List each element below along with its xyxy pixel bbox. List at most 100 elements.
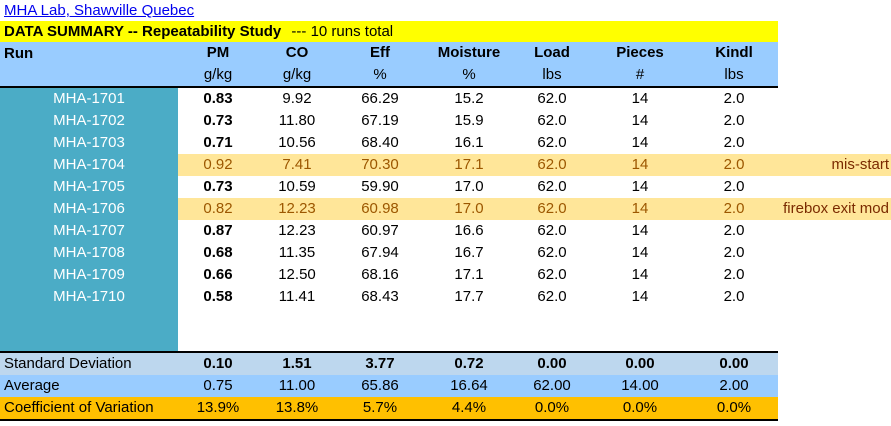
cell-moisture: 17.1 — [454, 156, 484, 173]
table-row: MHA-1702 0.73 11.80 67.19 15.9 62.0 14 2.0 — [0, 110, 891, 132]
cell-moisture: 16.1 — [454, 134, 484, 151]
header-row: Run PM CO Eff Moisture Load Pieces Kindl… — [0, 42, 778, 86]
cov-moisture: 4.4% — [451, 399, 487, 416]
cell-run: MHA-1701 — [53, 90, 125, 107]
cell-pieces: 14 — [631, 200, 649, 217]
cell-load: 62.0 — [537, 266, 567, 283]
title-main: DATA SUMMARY -- Repeatability Study — [4, 23, 282, 40]
cell-pm: 0.58 — [203, 288, 233, 305]
unit-kindl: lbs — [724, 66, 744, 83]
cell-run: MHA-1704 — [53, 156, 125, 173]
cell-pm: 0.73 — [203, 178, 233, 195]
cell-kindl: 2.0 — [723, 112, 745, 129]
col-header-kindl: Kindl — [715, 44, 753, 61]
cell-kindl: 2.0 — [723, 266, 745, 283]
cov-load: 0.0% — [534, 399, 570, 416]
cell-run: MHA-1708 — [53, 244, 125, 261]
cell-eff: 66.29 — [361, 90, 399, 107]
cell-eff: 70.30 — [361, 156, 399, 173]
cell-kindl: 2.0 — [723, 156, 745, 173]
table-row: MHA-1710 0.58 11.41 68.43 17.7 62.0 14 2.0 — [0, 286, 891, 308]
cell-eff: 67.19 — [361, 112, 399, 129]
table-row: MHA-1706 0.82 12.23 60.98 17.0 62.0 14 2.0 fireb… — [0, 198, 891, 220]
col-header-eff: Eff — [370, 44, 390, 61]
cell-load: 62.0 — [537, 288, 567, 305]
table-row: MHA-1708 0.68 11.35 67.94 16.7 62.0 14 2.0 — [0, 242, 891, 264]
unit-load: lbs — [542, 66, 562, 83]
cell-run: MHA-1705 — [53, 178, 125, 195]
cell-co: 9.92 — [282, 90, 312, 107]
header-divider — [0, 86, 778, 88]
cell-kindl: 2.0 — [723, 134, 745, 151]
cell-pm: 0.73 — [203, 112, 233, 129]
cell-co: 12.50 — [278, 266, 316, 283]
stdev-load: 0.00 — [537, 355, 567, 372]
lab-link[interactable]: MHA Lab, Shawville Quebec — [4, 2, 195, 19]
table-row: MHA-1703 0.71 10.56 68.40 16.1 62.0 14 2.0 — [0, 132, 891, 154]
cell-pm: 0.68 — [203, 244, 233, 261]
cell-pieces: 14 — [631, 134, 649, 151]
cell-eff: 60.98 — [361, 200, 399, 217]
stdev-kindl: 0.00 — [719, 355, 749, 372]
table-row: MHA-1705 0.73 10.59 59.90 17.0 62.0 14 2.0 — [0, 176, 891, 198]
cell-moisture: 15.2 — [454, 90, 484, 107]
average-pieces: 14.00 — [621, 377, 659, 394]
cell-co: 10.59 — [278, 178, 316, 195]
cell-load: 62.0 — [537, 244, 567, 261]
cov-label: Coefficient of Variation — [4, 399, 154, 416]
cov-kindl: 0.0% — [716, 399, 752, 416]
stdev-pieces: 0.00 — [625, 355, 655, 372]
cov-pieces: 0.0% — [622, 399, 658, 416]
cell-pieces: 14 — [631, 222, 649, 239]
average-eff: 65.86 — [361, 377, 399, 394]
cell-moisture: 17.0 — [454, 178, 484, 195]
stats-divider — [0, 351, 778, 353]
row-note: mis-start — [831, 156, 890, 173]
cell-load: 62.0 — [537, 90, 567, 107]
cell-co: 12.23 — [278, 222, 316, 239]
cell-moisture: 17.1 — [454, 266, 484, 283]
cell-load: 62.0 — [537, 156, 567, 173]
stdev-eff: 3.77 — [365, 355, 395, 372]
cell-moisture: 16.6 — [454, 222, 484, 239]
unit-pm: g/kg — [203, 66, 233, 83]
cell-pm: 0.66 — [203, 266, 233, 283]
col-header-pieces: Pieces — [616, 44, 664, 61]
col-header-moisture: Moisture — [437, 44, 501, 61]
cell-co: 11.80 — [278, 112, 316, 129]
cell-co: 11.35 — [278, 244, 316, 261]
units-row: g/kg g/kg % % lbs # lbs — [0, 64, 778, 86]
average-row: Average 0.75 11.00 65.86 16.64 62.00 14.… — [0, 375, 778, 397]
cell-run: MHA-1703 — [53, 134, 125, 151]
cell-pm: 0.83 — [203, 90, 233, 107]
cell-pieces: 14 — [631, 112, 649, 129]
average-label: Average — [4, 377, 60, 394]
average-co: 11.00 — [278, 377, 316, 394]
cell-kindl: 2.0 — [723, 222, 745, 239]
average-moisture: 16.64 — [450, 377, 488, 394]
cell-run: MHA-1707 — [53, 222, 125, 239]
average-pm: 0.75 — [203, 377, 233, 394]
stdev-pm: 0.10 — [203, 355, 233, 372]
cell-co: 12.23 — [278, 200, 316, 217]
cell-run: MHA-1710 — [53, 288, 125, 305]
stdev-label: Standard Deviation — [4, 355, 132, 372]
unit-pieces: # — [635, 66, 645, 83]
table-row: MHA-1704 0.92 7.41 70.30 17.1 62.0 14 2.0 mis-st… — [0, 154, 891, 176]
cell-kindl: 2.0 — [723, 244, 745, 261]
stdev-row: Standard Deviation 0.10 1.51 3.77 0.72 0… — [0, 353, 778, 375]
cell-pm: 0.71 — [203, 134, 233, 151]
col-header-run: Run — [4, 45, 34, 62]
table-row: MHA-1701 0.83 9.92 66.29 15.2 62.0 14 2.0 — [0, 88, 891, 110]
table-row: MHA-1707 0.87 12.23 60.97 16.6 62.0 14 2.0 — [0, 220, 891, 242]
cell-pm: 0.87 — [203, 222, 233, 239]
table-row: MHA-1709 0.66 12.50 68.16 17.1 62.0 14 2.0 — [0, 264, 891, 286]
unit-co: g/kg — [282, 66, 312, 83]
cell-moisture: 17.7 — [454, 288, 484, 305]
cell-load: 62.0 — [537, 112, 567, 129]
cell-kindl: 2.0 — [723, 178, 745, 195]
cell-eff: 68.43 — [361, 288, 399, 305]
cell-pieces: 14 — [631, 244, 649, 261]
run-column-bg — [0, 88, 178, 352]
cell-pieces: 14 — [631, 266, 649, 283]
